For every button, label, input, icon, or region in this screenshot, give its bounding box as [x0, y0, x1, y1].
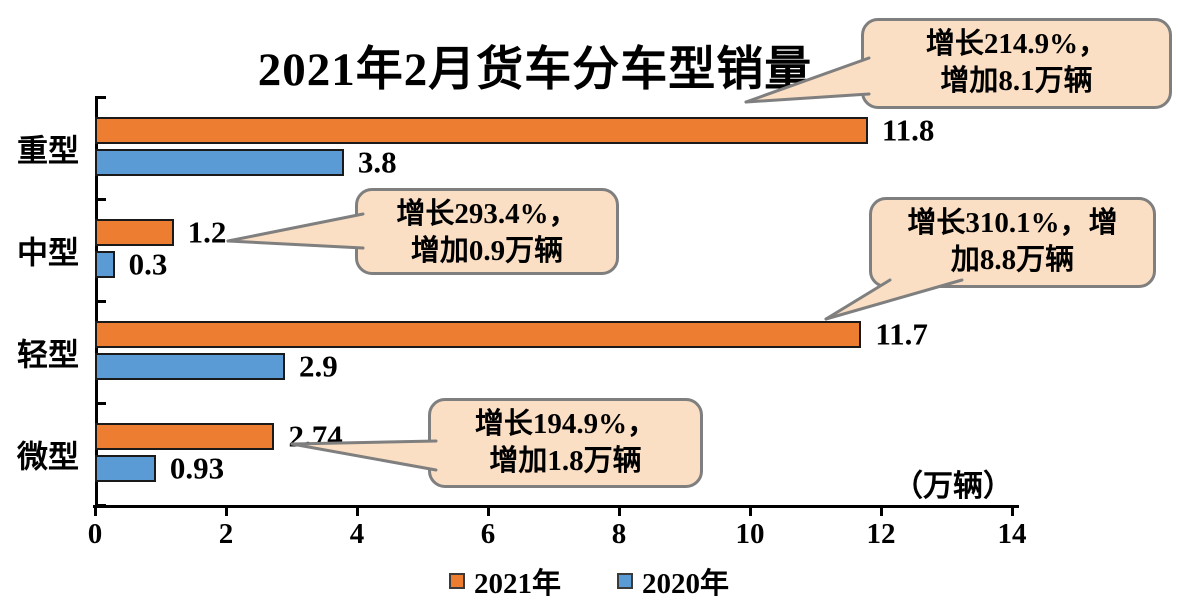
y-axis-tick [95, 504, 106, 507]
x-tick-label: 12 [866, 518, 896, 550]
x-axis-tick [356, 505, 359, 516]
legend-item-2020: 2020年 [617, 560, 729, 602]
chart-title: 2021年2月货车分车型销量 [257, 44, 813, 96]
callout-tail-edge [226, 212, 365, 243]
bar-2021-micro [95, 423, 275, 450]
callout-growth-micro: 增长194.9%， 增加1.8万辆 [428, 398, 703, 488]
axis-unit-label: （万辆） [893, 470, 1013, 503]
x-tick-label: 8 [611, 518, 627, 550]
y-axis-tick [95, 402, 106, 405]
bar-2020-light [95, 353, 285, 380]
value-label-2020-light: 2.9 [298, 347, 338, 383]
x-axis-tick [225, 505, 228, 516]
callout-text-line: 加8.8万辆 [950, 244, 1075, 276]
x-tick-label: 6 [480, 518, 496, 550]
callout-text-line: 增加1.8万辆 [489, 445, 642, 477]
y-axis-tick [95, 96, 106, 99]
x-tick-label: 2 [218, 518, 234, 550]
value-label-2020-micro: 0.93 [169, 449, 225, 485]
callout-text-line: 增长293.4%， [396, 198, 578, 230]
x-tick-label: 0 [87, 518, 103, 550]
x-axis-line [93, 505, 1019, 508]
bar-2021-light [95, 321, 862, 348]
legend-swatch-2021 [448, 573, 465, 589]
value-label-2021-micro: 2.74 [288, 417, 343, 453]
x-tick-label: 4 [349, 518, 365, 550]
callout-text-line: 增加8.1万辆 [940, 65, 1093, 97]
value-label-2020-heavy: 3.8 [357, 143, 397, 179]
x-tick-label: 14 [997, 518, 1027, 550]
callout-growth-medium: 增长293.4%， 增加0.9万辆 [355, 188, 619, 275]
bar-2021-medium [95, 219, 174, 246]
callout-text-line: 增长194.9%， [474, 408, 657, 440]
y-axis-tick [95, 300, 106, 303]
category-label-heavy: 重型 [17, 133, 79, 169]
bar-2020-heavy [95, 149, 344, 176]
callout-text-line: 增长214.9%， [925, 28, 1108, 60]
callout-growth-light: 增长310.1%，增 加8.8万辆 [869, 197, 1156, 288]
callout-tail-edge [226, 239, 365, 250]
x-axis-tick [749, 505, 752, 516]
value-label-2021-heavy: 11.8 [881, 111, 935, 147]
x-tick-label: 10 [735, 518, 765, 550]
value-label-2021-medium: 1.2 [187, 213, 227, 249]
callout-text-line: 增长310.1%，增 [907, 207, 1118, 239]
x-axis-tick [94, 505, 97, 516]
callout-text-line: 增加0.9万辆 [410, 235, 564, 267]
x-axis-tick [880, 505, 883, 516]
legend-label-2020: 2020年 [642, 568, 730, 600]
value-label-2021-light: 11.7 [875, 315, 928, 351]
category-label-medium: 中型 [17, 235, 79, 271]
x-axis-tick [1011, 505, 1014, 516]
bar-2020-micro [95, 455, 156, 482]
x-axis-tick [487, 505, 490, 516]
legend: 2021年 2020年 [0, 560, 1178, 602]
legend-swatch-2020 [617, 573, 633, 589]
category-label-light: 轻型 [17, 337, 79, 373]
bar-2020-medium [95, 251, 115, 278]
category-label-micro: 微型 [17, 439, 79, 475]
x-axis-tick [618, 505, 621, 516]
callout-growth-heavy: 增长214.9%， 增加8.1万辆 [861, 18, 1172, 109]
legend-label-2021: 2021年 [473, 568, 561, 600]
callout-tail-medium [228, 214, 363, 248]
bar-2021-heavy [95, 117, 868, 144]
y-axis-tick [95, 198, 106, 201]
value-label-2020-medium: 0.3 [128, 245, 168, 281]
legend-item-2021: 2021年 [448, 560, 561, 602]
